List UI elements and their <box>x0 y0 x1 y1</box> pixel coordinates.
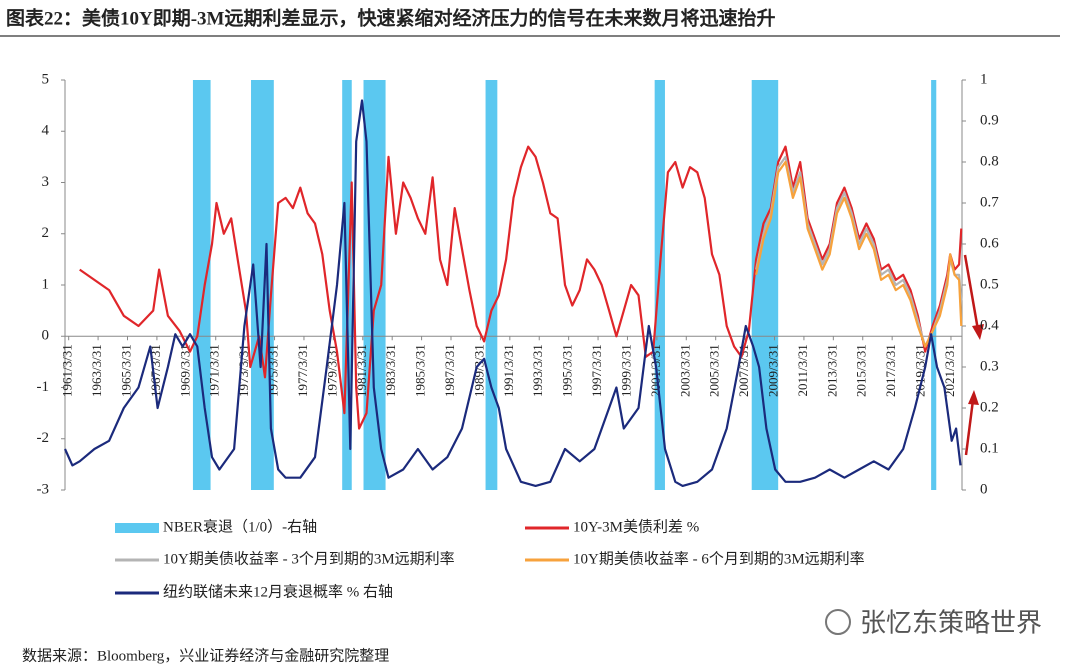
recession-band <box>192 80 211 490</box>
x-tick-label: 2005/3/31 <box>707 344 722 397</box>
legend-label: 10Y-3M美债利差 % <box>573 518 699 535</box>
x-tick-label: 1961/3/31 <box>60 344 75 397</box>
legend-label: 10Y期美债收益率 - 6个月到期的3M远期利率 <box>573 550 865 567</box>
y2-tick-label: 1 <box>980 71 988 87</box>
x-tick-label: 2021/3/31 <box>942 344 957 397</box>
chart-title: 图表22：美债10Y即期-3M远期利差显示，快速紧缩对经济压力的信号在未来数月将… <box>6 6 775 29</box>
y2-tick-label: 0.7 <box>980 194 999 210</box>
series-line <box>63 99 962 487</box>
y2-tick-label: 0.2 <box>980 399 999 415</box>
legend-label: 纽约联储未来12月衰退概率 % 右轴 <box>163 583 393 600</box>
recession-band <box>251 80 274 490</box>
x-tick-label: 1977/3/31 <box>295 344 310 397</box>
x-tick-label: 1999/3/31 <box>618 344 633 397</box>
x-tick-label: 2003/3/31 <box>677 344 692 397</box>
x-tick-label: 2015/3/31 <box>854 344 869 397</box>
x-tick-label: 2011/3/31 <box>795 344 810 396</box>
x-tick-label: 1971/3/31 <box>207 344 222 397</box>
x-tick-label: 1985/3/31 <box>413 344 428 397</box>
y-tick-label: -3 <box>37 481 50 497</box>
legend-swatch <box>115 523 159 533</box>
x-tick-label: 2017/3/31 <box>883 344 898 397</box>
y-tick-label: 3 <box>42 174 50 190</box>
watermark-icon <box>825 609 851 635</box>
series-line <box>755 155 963 348</box>
y-tick-label: 1 <box>42 276 50 292</box>
watermark: 张忆东策略世界 <box>860 609 1042 639</box>
x-tick-label: 1969/3/31 <box>177 344 192 397</box>
y2-tick-label: 0.3 <box>980 358 999 374</box>
y2-tick-label: 0 <box>980 481 988 497</box>
trend-arrows <box>963 254 984 456</box>
recession-band <box>751 80 779 490</box>
source-note: 数据来源：Bloomberg，兴业证券经济与金融研究院整理 <box>22 646 389 664</box>
recession-band <box>485 80 498 490</box>
x-tick-label: 1989/3/31 <box>471 344 486 397</box>
y2-tick-label: 0.4 <box>980 317 999 333</box>
y-tick-label: 0 <box>42 328 50 344</box>
y-tick-label: 5 <box>42 71 50 87</box>
recession-band <box>931 80 937 490</box>
y2-tick-label: 0.6 <box>980 235 999 251</box>
x-tick-label: 1997/3/31 <box>589 344 604 397</box>
y-tick-label: -2 <box>37 430 50 446</box>
x-tick-label: 2019/3/31 <box>913 344 928 397</box>
legend-label: 10Y期美债收益率 - 3个月到期的3M远期利率 <box>163 550 455 567</box>
x-tick-label: 2013/3/31 <box>824 344 839 397</box>
y2-tick-label: 0.8 <box>980 153 999 169</box>
y2-tick-label: 0.9 <box>980 112 999 128</box>
series-line <box>755 160 963 348</box>
x-tick-label: 1983/3/31 <box>383 344 398 397</box>
y2-tick-label: 0.1 <box>980 440 999 456</box>
x-tick-label: 2001/3/31 <box>648 344 663 397</box>
y-tick-label: 4 <box>42 123 50 139</box>
x-tick-label: 1987/3/31 <box>442 344 457 397</box>
x-tick-label: 2009/3/31 <box>765 344 780 397</box>
y2-tick-label: 0.5 <box>980 276 999 292</box>
x-tick-label: 1965/3/31 <box>118 344 133 397</box>
x-tick-label: 1981/3/31 <box>354 344 369 397</box>
x-tick-label: 1991/3/31 <box>501 344 516 397</box>
x-tick-label: 1963/3/31 <box>89 344 104 397</box>
recession-band <box>654 80 665 490</box>
legend-label: NBER衰退（1/0）-右轴 <box>163 518 317 535</box>
x-tick-label: 1993/3/31 <box>530 344 545 397</box>
y-tick-label: 2 <box>42 225 50 241</box>
x-tick-label: 1995/3/31 <box>560 344 575 397</box>
y-tick-label: -1 <box>37 379 50 395</box>
